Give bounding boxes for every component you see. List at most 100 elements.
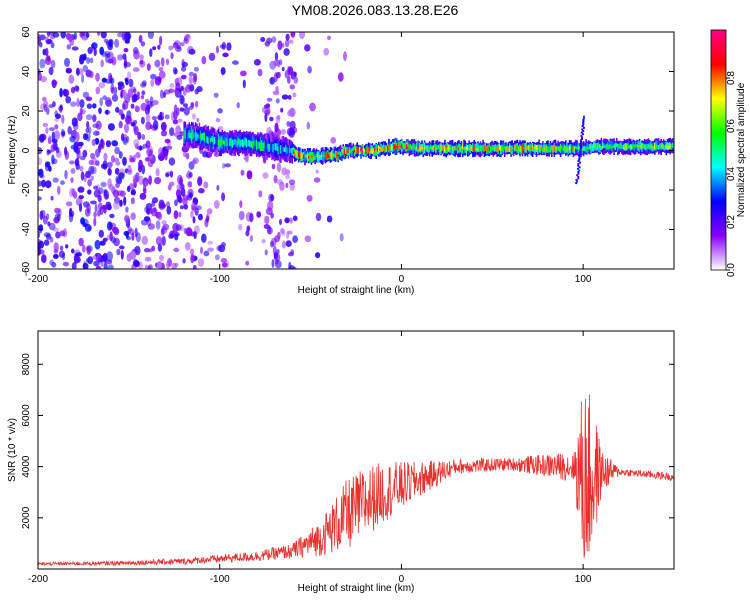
spectrogram-band-cell: [606, 143, 609, 150]
spectrogram-noise-cell: [93, 260, 100, 267]
spectrogram-noise-cell: [215, 117, 221, 123]
spectrogram-band-cell: [216, 138, 218, 146]
spectrogram-noise-cell: [144, 181, 149, 187]
spectrogram-noise-cell: [146, 148, 154, 157]
spectrogram-noise-cell: [65, 32, 71, 40]
spectrogram-noise-cell: [90, 200, 97, 205]
spectrogram-noise-cell: [141, 235, 149, 245]
spectrogram-noise-cell: [170, 52, 174, 60]
spectrogram-spike-cell: [582, 133, 584, 136]
colorbar-tick-label: 0.8: [726, 71, 737, 85]
spectrogram-noise-cell: [264, 113, 268, 122]
spectrogram-band-cell: [608, 144, 610, 150]
spectrogram-band-cell: [192, 129, 194, 140]
spectrogram-noise-cell: [108, 72, 113, 80]
spectrogram-noise-cell: [288, 265, 295, 269]
spectrogram-band-cell: [234, 138, 236, 145]
spectrogram-noise-cell: [41, 254, 47, 264]
spectrogram-noise-cell: [204, 218, 209, 228]
spectrogram-noise-cell: [163, 150, 169, 157]
spectrogram-noise-cell: [53, 254, 59, 259]
spectrogram-band-cell: [252, 141, 254, 149]
spectrogram-band-cell: [217, 139, 220, 146]
spectrogram-noise-cell: [139, 192, 147, 200]
spectrogram-noise-cell: [133, 139, 140, 147]
spectrogram-band-cell: [586, 147, 589, 149]
spectrogram-noise-cell: [271, 163, 276, 170]
spectrogram-noise-cell: [164, 114, 170, 120]
spectrogram-band-cell: [316, 153, 319, 158]
spectrogram-noise-cell: [101, 204, 108, 210]
spectrogram-band-cell: [468, 144, 470, 151]
spectrogram-noise-cell: [67, 126, 72, 135]
spectrogram-band-cell: [470, 145, 473, 151]
spectrogram-noise-cell: [299, 32, 305, 40]
spectrogram-band-cell: [474, 148, 477, 151]
spectrogram-noise-cell: [168, 157, 176, 166]
spectrogram-band-cell: [376, 147, 379, 152]
spectrogram-noise-cell: [125, 206, 129, 213]
spectrogram-noise-cell: [147, 223, 155, 230]
spectrogram-x-tick-label: 100: [575, 274, 592, 285]
spectrogram-noise-cell: [289, 127, 295, 136]
spectrogram-noise-cell: [62, 88, 67, 97]
spectrogram-noise-cell: [288, 39, 294, 44]
spectrogram-band-cell: [517, 146, 520, 151]
spectrogram-noise-cell: [249, 212, 254, 223]
spectrogram-noise-cell: [75, 252, 82, 257]
spectrogram-noise-cell: [96, 32, 101, 36]
spectrogram-band-cell: [320, 155, 323, 158]
spectrogram-noise-cell: [193, 66, 199, 72]
spectrogram-noise-cell: [46, 32, 51, 37]
spectrogram-band-cell: [669, 143, 671, 150]
spectrogram-band-cell: [449, 147, 451, 150]
spectrogram-noise-cell: [201, 56, 207, 65]
snr-y-tick-label: 6000: [21, 404, 32, 427]
spectrogram-noise-cell: [238, 223, 243, 231]
spectrogram-band-cell: [521, 144, 524, 153]
spectrogram-noise-cell: [183, 204, 189, 210]
spectrogram-noise-cell: [253, 59, 261, 66]
spectrogram-band-cell: [386, 145, 389, 151]
spectrogram-band-cell: [561, 144, 563, 155]
spectrogram-band-cell: [537, 147, 539, 150]
spectrogram-band-cell: [483, 144, 486, 152]
spectrogram-noise-cell: [38, 240, 45, 249]
spectrogram-band-cell: [486, 145, 488, 153]
spectrogram-y-tick-label: 20: [21, 105, 32, 117]
spectrogram-noise-cell: [114, 167, 120, 175]
spectrogram-noise-cell: [176, 45, 181, 50]
spectrogram-noise-cell: [144, 206, 149, 213]
spectrogram-noise-cell: [166, 260, 171, 269]
spectrogram-noise-cell: [77, 141, 84, 147]
spectrogram-band-cell: [311, 156, 314, 158]
spectrogram-noise-cell: [105, 140, 111, 148]
spectrogram-noise-cell: [264, 215, 270, 225]
spectrogram-noise-cell: [51, 261, 57, 268]
spectrogram-band-cell: [430, 144, 432, 150]
spectrogram-band-cell: [539, 145, 542, 150]
spectrogram-band-cell: [244, 137, 246, 146]
spectrogram-band-cell: [357, 147, 360, 155]
spectrogram-band-cell: [623, 145, 626, 151]
spectrogram-noise-cell: [86, 103, 93, 109]
spectrogram-spike-cell: [576, 174, 579, 177]
spectrogram-band-cell: [505, 146, 507, 153]
spectrogram-noise-cell: [79, 165, 84, 172]
spectrogram-band-cell: [473, 144, 475, 153]
spectrogram-noise-cell: [193, 72, 198, 83]
spectrogram-band-cell: [664, 145, 666, 151]
spectrogram-band-cell: [529, 146, 531, 151]
spectrogram-noise-cell: [82, 149, 88, 158]
spectrogram-noise-cell: [110, 83, 115, 93]
spectrogram-noise-cell: [177, 118, 183, 123]
spectrogram-noise-cell: [213, 92, 219, 98]
spectrogram-band-cell: [314, 156, 316, 160]
spectrogram-band-cell: [481, 145, 483, 152]
spectrogram-band-cell: [478, 146, 481, 153]
spectrogram-band-cell: [399, 141, 402, 150]
spectrogram-band-cell: [227, 137, 230, 148]
spectrogram-noise-cell: [161, 236, 166, 246]
spectrogram-spike-cell: [577, 172, 580, 175]
spectrogram-noise-cell: [288, 66, 294, 75]
